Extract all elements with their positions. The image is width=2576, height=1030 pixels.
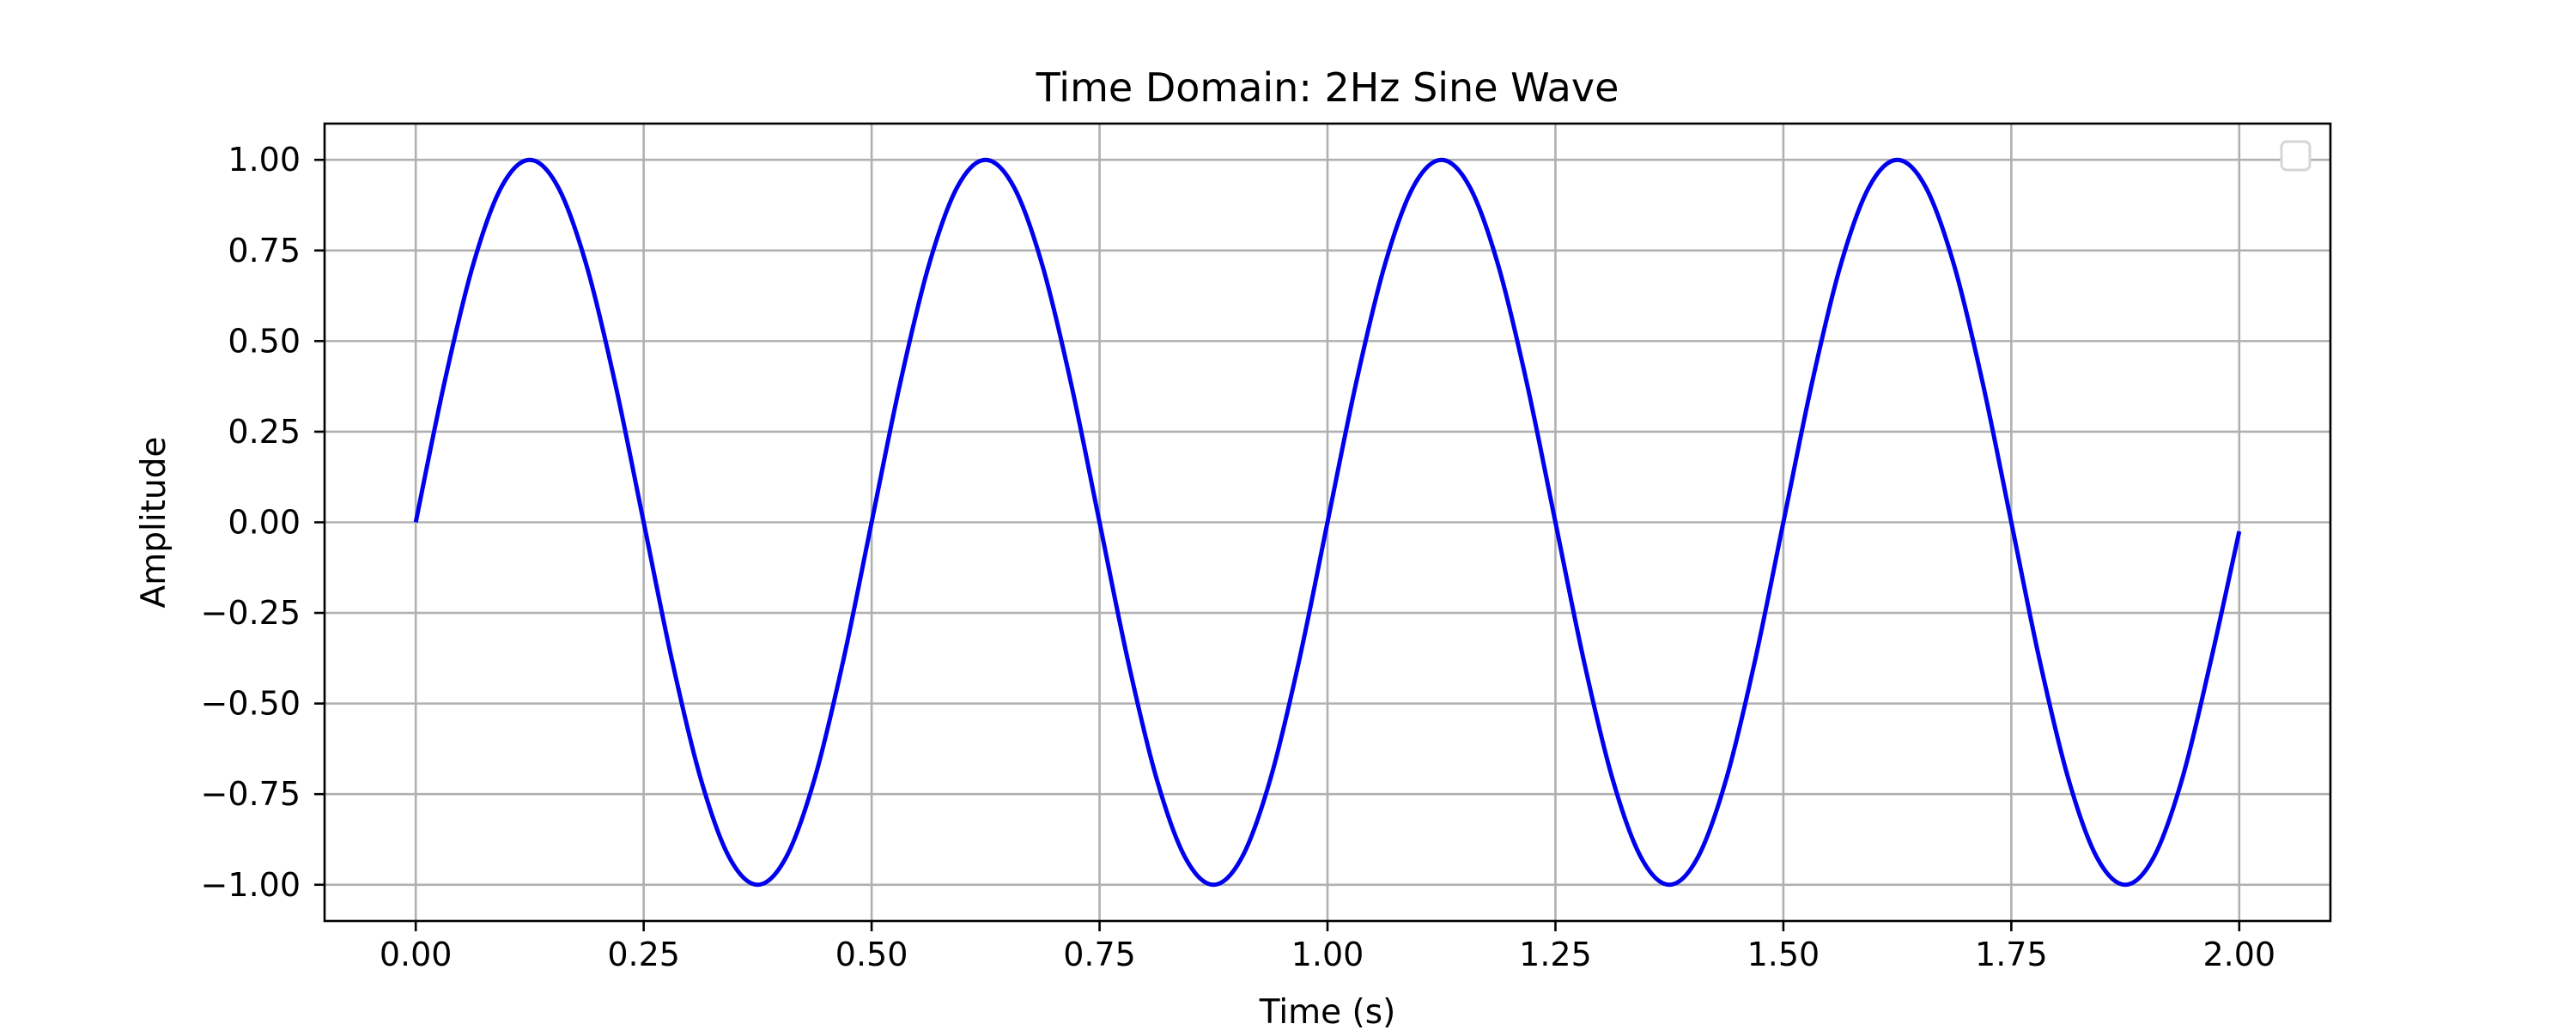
series-line [413, 157, 2242, 888]
y-tick-label: −0.50 [201, 685, 301, 723]
x-tick-label: 1.00 [1291, 936, 1364, 973]
series-layer [413, 157, 2242, 888]
x-tick-label: 0.25 [607, 936, 680, 973]
tick-labels-layer: 0.00 0.25 0.50 0.75 1.00 1.25 1.50 1.75 2.00 1.00… [201, 141, 2276, 973]
x-tick-label: 0.50 [835, 936, 908, 973]
ticks-layer [314, 158, 2241, 931]
y-tick-label: 1.00 [228, 141, 301, 179]
x-tick-label: 0.75 [1063, 936, 1136, 973]
x-tick-label: 1.25 [1519, 936, 1592, 973]
y-tick-label: −0.75 [201, 775, 301, 813]
y-axis-label: Amplitude [135, 437, 173, 609]
y-tick-label: 0.50 [228, 322, 301, 360]
x-tick-label: 1.75 [1975, 936, 2048, 973]
y-tick-label: −1.00 [201, 866, 301, 904]
y-tick-label: 0.00 [228, 504, 301, 542]
legend-box [2280, 140, 2312, 172]
y-tick-label: −0.25 [201, 594, 301, 632]
y-tick-label: 0.75 [228, 232, 301, 270]
y-tick-label: 0.25 [228, 413, 301, 451]
x-tick-label: 0.00 [380, 936, 453, 973]
chart-title: Time Domain: 2Hz Sine Wave [1036, 64, 1619, 111]
x-axis-label: Time (s) [1259, 993, 1396, 1030]
x-tick-label: 2.00 [2203, 936, 2276, 973]
x-tick-label: 1.50 [1747, 936, 1820, 973]
